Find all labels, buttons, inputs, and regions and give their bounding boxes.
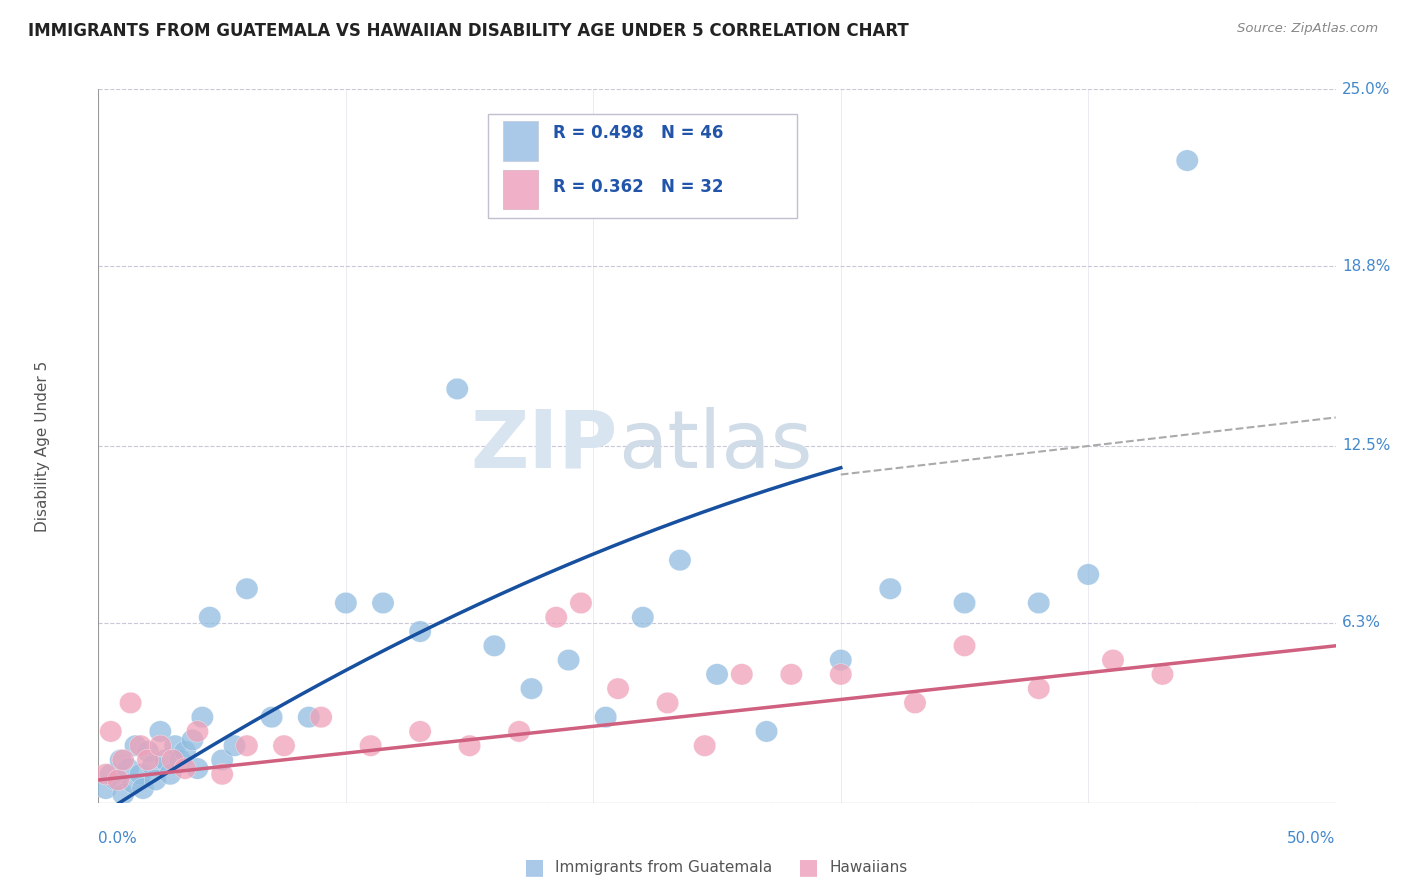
Ellipse shape xyxy=(595,706,617,728)
Text: 0.0%: 0.0% xyxy=(98,831,138,847)
Text: Disability Age Under 5: Disability Age Under 5 xyxy=(35,360,51,532)
Ellipse shape xyxy=(631,607,654,628)
Ellipse shape xyxy=(879,578,901,599)
Ellipse shape xyxy=(1152,664,1174,685)
Ellipse shape xyxy=(107,769,129,790)
Ellipse shape xyxy=(155,749,176,771)
Ellipse shape xyxy=(1175,150,1198,171)
Ellipse shape xyxy=(546,607,568,628)
Ellipse shape xyxy=(136,749,159,771)
Ellipse shape xyxy=(104,769,127,790)
Ellipse shape xyxy=(273,735,295,756)
Ellipse shape xyxy=(830,649,852,671)
Text: 18.8%: 18.8% xyxy=(1341,259,1391,274)
Ellipse shape xyxy=(755,721,778,742)
Ellipse shape xyxy=(211,749,233,771)
Text: 25.0%: 25.0% xyxy=(1341,82,1391,96)
Ellipse shape xyxy=(117,758,139,780)
Ellipse shape xyxy=(657,692,679,714)
Text: ZIP: ZIP xyxy=(471,407,619,485)
Ellipse shape xyxy=(112,783,135,805)
Ellipse shape xyxy=(110,749,132,771)
Text: atlas: atlas xyxy=(619,407,813,485)
FancyBboxPatch shape xyxy=(488,114,797,218)
Ellipse shape xyxy=(569,592,592,614)
Ellipse shape xyxy=(129,764,152,785)
Ellipse shape xyxy=(508,721,530,742)
Ellipse shape xyxy=(174,758,197,780)
Ellipse shape xyxy=(120,692,142,714)
Text: ■: ■ xyxy=(799,857,818,877)
Ellipse shape xyxy=(186,721,208,742)
Ellipse shape xyxy=(162,749,184,771)
Ellipse shape xyxy=(1028,592,1050,614)
Text: IMMIGRANTS FROM GUATEMALA VS HAWAIIAN DISABILITY AGE UNDER 5 CORRELATION CHART: IMMIGRANTS FROM GUATEMALA VS HAWAIIAN DI… xyxy=(28,22,908,40)
Ellipse shape xyxy=(159,764,181,785)
Ellipse shape xyxy=(165,735,186,756)
Ellipse shape xyxy=(409,621,432,642)
Ellipse shape xyxy=(94,778,117,799)
Ellipse shape xyxy=(100,721,122,742)
Ellipse shape xyxy=(458,735,481,756)
Ellipse shape xyxy=(309,706,332,728)
Ellipse shape xyxy=(953,592,976,614)
Text: Source: ZipAtlas.com: Source: ZipAtlas.com xyxy=(1237,22,1378,36)
Ellipse shape xyxy=(360,735,382,756)
Ellipse shape xyxy=(149,735,172,756)
Ellipse shape xyxy=(198,607,221,628)
Ellipse shape xyxy=(142,755,165,776)
Ellipse shape xyxy=(169,749,191,771)
Ellipse shape xyxy=(1102,649,1125,671)
Ellipse shape xyxy=(298,706,321,728)
Ellipse shape xyxy=(100,764,122,785)
Ellipse shape xyxy=(124,735,146,756)
Ellipse shape xyxy=(122,772,145,794)
Ellipse shape xyxy=(136,740,159,762)
Ellipse shape xyxy=(520,678,543,699)
Text: 50.0%: 50.0% xyxy=(1288,831,1336,847)
Ellipse shape xyxy=(904,692,927,714)
Ellipse shape xyxy=(260,706,283,728)
Text: 12.5%: 12.5% xyxy=(1341,439,1391,453)
Ellipse shape xyxy=(236,578,259,599)
Text: R = 0.498   N = 46: R = 0.498 N = 46 xyxy=(553,124,723,142)
Bar xyxy=(503,121,537,161)
Ellipse shape xyxy=(224,735,246,756)
Ellipse shape xyxy=(731,664,754,685)
Ellipse shape xyxy=(211,764,233,785)
Text: 6.3%: 6.3% xyxy=(1341,615,1381,631)
Ellipse shape xyxy=(236,735,259,756)
Ellipse shape xyxy=(557,649,579,671)
Ellipse shape xyxy=(191,706,214,728)
Text: ■: ■ xyxy=(524,857,544,877)
Text: Hawaiians: Hawaiians xyxy=(830,860,908,874)
Ellipse shape xyxy=(830,664,852,685)
Ellipse shape xyxy=(484,635,506,657)
Bar xyxy=(503,170,537,210)
Ellipse shape xyxy=(446,378,468,400)
Ellipse shape xyxy=(132,778,155,799)
Ellipse shape xyxy=(409,721,432,742)
Ellipse shape xyxy=(371,592,394,614)
Ellipse shape xyxy=(669,549,692,571)
Ellipse shape xyxy=(174,740,197,762)
Text: R = 0.362   N = 32: R = 0.362 N = 32 xyxy=(553,178,723,195)
Ellipse shape xyxy=(335,592,357,614)
Ellipse shape xyxy=(780,664,803,685)
Ellipse shape xyxy=(112,749,135,771)
Ellipse shape xyxy=(953,635,976,657)
Ellipse shape xyxy=(693,735,716,756)
Ellipse shape xyxy=(1028,678,1050,699)
Text: Immigrants from Guatemala: Immigrants from Guatemala xyxy=(555,860,773,874)
Ellipse shape xyxy=(1077,564,1099,585)
Ellipse shape xyxy=(607,678,630,699)
Ellipse shape xyxy=(186,758,208,780)
Ellipse shape xyxy=(94,764,117,785)
Ellipse shape xyxy=(145,769,166,790)
Ellipse shape xyxy=(149,721,172,742)
Ellipse shape xyxy=(129,735,152,756)
Ellipse shape xyxy=(706,664,728,685)
Ellipse shape xyxy=(181,730,204,751)
